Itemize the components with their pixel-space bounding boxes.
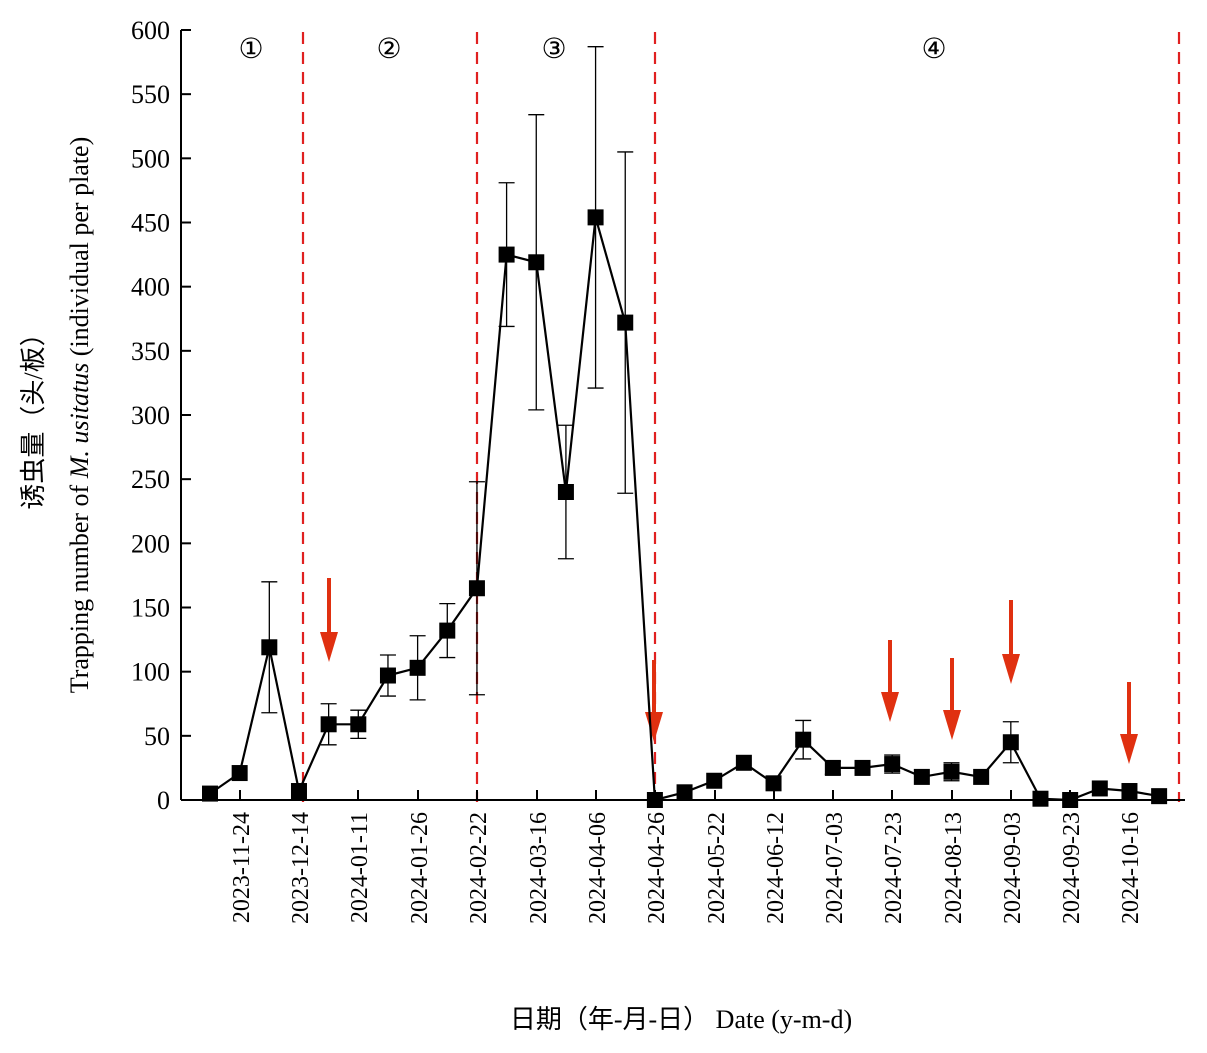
data-point [261,639,278,656]
x-tick-label: 2024-03-16 [526,812,552,924]
data-point [409,659,426,676]
phase-labels: ① ② ③ ④ [238,34,946,65]
arrow-head [1120,734,1138,764]
x-tick-label: 2024-07-03 [822,812,848,924]
y-tick-label: 500 [131,144,170,173]
phase-label: ① [238,34,263,65]
x-tick-label: 2024-06-12 [763,812,789,924]
y-ticks: 0 50 100 150 200 250 300 350 400 450 500 550 600 [131,16,191,815]
data-point [1151,788,1168,805]
y-axis-title-prefix: Trapping number of [65,478,94,693]
arrow-head [881,692,899,722]
data-point [795,731,812,748]
data-point [557,484,574,500]
x-tick-label: 2024-09-23 [1059,812,1085,924]
data-point [973,768,990,785]
y-tick-label: 100 [131,658,170,687]
data-point [379,667,396,684]
y-axis-title: Trapping number of M. usitatus (individu… [65,137,94,694]
x-axis-title: 日期（年-月-日） Date (y-m-d) [510,1005,852,1034]
data-point [202,785,218,802]
data-point [1062,792,1079,808]
y-axis-title-suffix: (individual per plate) [65,137,94,363]
y-tick-label: 50 [144,722,170,751]
y-tick-label: 150 [131,594,170,623]
data-point [617,314,634,331]
phase-label: ③ [541,34,566,65]
data-point [676,784,693,801]
data-point [350,716,367,733]
x-tick-label: 2024-04-06 [585,812,611,924]
x-tick-label: 2024-08-13 [941,812,967,924]
x-tick-label: 2024-09-03 [1000,812,1026,924]
data-point [290,783,307,800]
data-point [706,772,723,789]
arrow-head [943,710,961,740]
x-tick-label: 2024-10-16 [1118,812,1144,924]
x-tick-label: 2024-01-11 [347,812,373,923]
x-tick-label: 2023-12-14 [288,812,314,924]
data-point [943,763,960,780]
x-tick-label: 2024-01-26 [407,812,433,924]
arrow-head [320,632,338,662]
data-point [439,622,456,639]
x-tick-label: 2024-05-22 [704,812,730,924]
data-point [468,580,485,597]
data-point [646,792,663,808]
y-axis-title-chinese: 诱虫量（头/板） [19,320,48,509]
treatment-arrows [320,578,1138,764]
arrow-head [645,712,663,742]
y-tick-label: 250 [131,465,170,494]
y-axis-title-species: M. usitatus [65,363,94,480]
y-tick-label: 400 [131,273,170,302]
data-point [498,246,515,263]
axes [180,30,1185,801]
data-point [765,775,782,792]
data-point [1002,734,1019,751]
y-tick-label: 550 [131,80,170,109]
data-point [913,768,930,785]
data-point [1032,790,1049,807]
y-tick-label: 300 [131,401,170,430]
series-markers [202,209,1168,808]
data-point [884,756,901,773]
y-tick-label: 0 [157,786,170,815]
data-point [824,759,841,776]
data-point [231,765,248,782]
x-tick-label: 2023-11-24 [229,812,255,923]
data-point [1121,783,1138,800]
error-bars [261,46,1019,782]
y-tick-label: 200 [131,529,170,558]
data-point [1091,780,1108,797]
phase-label: ④ [921,34,946,65]
x-tick-label: 2024-07-23 [881,812,907,924]
phase-label: ② [376,34,401,65]
arrow-head [1002,654,1020,684]
y-tick-label: 350 [131,337,170,366]
y-tick-label: 450 [131,209,170,238]
x-tick-label: 2024-04-26 [644,812,670,924]
series-line [209,217,1160,802]
data-point [735,754,752,771]
x-tick-label: 2024-02-22 [466,812,492,924]
phase-boundaries [301,32,1181,802]
data-point [320,716,337,733]
y-tick-label: 600 [131,16,170,45]
x-ticks: 2023-11-24 2023-12-14 2024-01-11 2024-01-26… [229,790,1144,924]
data-point [587,209,604,226]
data-point [528,254,545,271]
data-point [854,759,871,776]
